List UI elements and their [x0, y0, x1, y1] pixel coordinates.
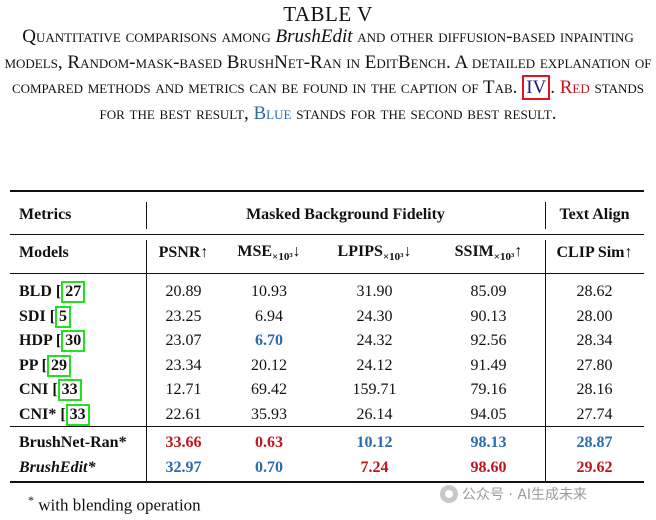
lpips-header: LPIPS×10³↓ — [337, 243, 412, 263]
watermark: 公众号 · AI生成未来 — [440, 484, 587, 504]
column-vline-1 — [146, 240, 147, 482]
table-reference-link[interactable]: IV — [522, 75, 551, 100]
table-row: BrushNet-Ran* 33.66 0.63 10.12 98.13 28.87 — [10, 431, 644, 456]
clip-value-cell: 28.62 — [576, 283, 613, 301]
model-name-cell: SDI [5 — [10, 305, 146, 330]
model-name-cell: CNI* [33 — [10, 403, 146, 428]
header-group-rule — [10, 234, 644, 235]
lpips-value-cell: 24.32 — [356, 332, 393, 350]
citation-link[interactable]: 33 — [65, 403, 90, 426]
text-align-group-header: Text Align — [559, 206, 630, 223]
clip-value-cell: 28.34 — [576, 332, 613, 350]
mse-value-cell: 0.63 — [255, 434, 283, 452]
red-legend-word: Red — [559, 77, 590, 98]
model-name-cell: BrushEdit* — [19, 458, 96, 476]
psnr-value-cell: 12.71 — [165, 381, 202, 399]
comparison-table: Metrics Masked Background Fidelity Text … — [10, 196, 644, 480]
table-row: CNI [33 12.71 69.42 159.71 79.16 28.16 — [10, 378, 644, 403]
lpips-value-cell: 10.12 — [356, 434, 393, 452]
mse-value-cell: 10.93 — [251, 283, 287, 301]
psnr-value-cell: 23.25 — [165, 307, 202, 325]
model-name-cell: CNI [33 — [10, 378, 146, 403]
psnr-value-cell: 23.07 — [165, 332, 202, 350]
citation-link[interactable]: 29 — [47, 354, 71, 377]
table-row: CNI* [33 22.61 35.93 26.14 94.05 27.74 — [10, 403, 644, 428]
table-row: PP [29 23.34 20.12 24.12 91.49 27.80 — [10, 354, 644, 379]
psnr-value-cell: 22.61 — [165, 405, 202, 423]
ssim-value-cell: 94.05 — [470, 405, 507, 423]
clip-header: CLIP Sim↑ — [556, 244, 633, 261]
ssim-value-cell: 92.56 — [470, 332, 507, 350]
model-name-cell: PP [29 — [10, 354, 146, 379]
header-row-metrics: Models PSNR↑ MSE×10³↓ LPIPS×10³↓ SSIM×10… — [10, 234, 644, 272]
ssim-value-cell: 98.60 — [470, 458, 507, 476]
table-row: BrushEdit* 32.97 0.70 7.24 98.60 29.62 — [10, 456, 644, 481]
mse-value-cell: 0.70 — [255, 458, 283, 476]
psnr-value-cell: 32.97 — [165, 458, 202, 476]
header-vline-1 — [146, 202, 147, 229]
table-top-rule — [10, 190, 644, 192]
table-row: BLD [27 20.89 10.93 31.90 85.09 28.62 — [10, 280, 644, 305]
lpips-value-cell: 24.12 — [356, 356, 393, 374]
psnr-value-cell: 23.34 — [165, 356, 202, 374]
mse-value-cell: 69.42 — [251, 381, 287, 399]
clip-value-cell: 29.62 — [576, 458, 613, 476]
fidelity-group-header: Masked Background Fidelity — [246, 206, 445, 223]
ssim-header: SSIM×10³↑ — [454, 243, 523, 263]
clip-value-cell: 28.00 — [576, 307, 613, 325]
metrics-header: Metrics — [19, 206, 72, 223]
wechat-icon — [440, 485, 458, 503]
header-bottom-rule — [10, 273, 644, 274]
ssim-value-cell: 85.09 — [470, 283, 507, 301]
mse-header: MSE×10³↓ — [237, 243, 301, 263]
table-label: TABLE V — [283, 2, 373, 26]
ssim-value-cell: 98.13 — [470, 434, 507, 452]
lpips-value-cell: 31.90 — [356, 283, 393, 301]
table-bottom-rule — [10, 481, 644, 483]
blue-legend-word: Blue — [253, 102, 292, 124]
lpips-value-cell: 7.24 — [360, 458, 389, 476]
header-row-groups: Metrics Masked Background Fidelity Text … — [10, 196, 644, 234]
citation-link[interactable]: 30 — [61, 330, 86, 353]
ssim-value-cell: 91.49 — [470, 356, 507, 374]
clip-value-cell: 28.87 — [576, 434, 613, 452]
ours-separator-rule — [10, 426, 644, 427]
mse-value-cell: 6.70 — [255, 332, 283, 350]
citation-link[interactable]: 33 — [57, 379, 82, 402]
mse-value-cell: 20.12 — [251, 356, 287, 374]
citation-link[interactable]: 27 — [61, 281, 86, 304]
lpips-value-cell: 26.14 — [356, 405, 393, 423]
lpips-value-cell: 24.30 — [356, 307, 393, 325]
psnr-value-cell: 20.89 — [165, 283, 202, 301]
lpips-value-cell: 159.71 — [352, 381, 397, 399]
psnr-value-cell: 33.66 — [165, 434, 202, 452]
table-caption: Quantitative comparisons among BrushEdit… — [4, 26, 652, 124]
model-name-cell: BLD [27 — [10, 280, 146, 305]
mse-value-cell: 35.93 — [251, 405, 287, 423]
clip-value-cell: 27.74 — [576, 405, 613, 423]
clip-value-cell: 27.80 — [576, 356, 613, 374]
ssim-value-cell: 90.13 — [470, 307, 507, 325]
model-name-cell: HDP [30 — [10, 329, 146, 354]
header-vline-2 — [545, 202, 546, 229]
column-vline-2 — [545, 240, 546, 482]
ssim-value-cell: 79.16 — [470, 381, 507, 399]
citation-link[interactable]: 5 — [55, 305, 72, 328]
psnr-header: PSNR↑ — [158, 244, 209, 261]
table-row: SDI [5 23.25 6.94 24.30 90.13 28.00 — [10, 305, 644, 330]
table-row: HDP [30 23.07 6.70 24.32 92.56 28.34 — [10, 329, 644, 354]
footnote: * with blending operation — [28, 493, 201, 515]
clip-value-cell: 28.16 — [576, 381, 613, 399]
model-name-cell: BrushNet-Ran* — [19, 434, 127, 452]
models-header: Models — [19, 244, 69, 261]
mse-value-cell: 6.94 — [255, 307, 283, 325]
